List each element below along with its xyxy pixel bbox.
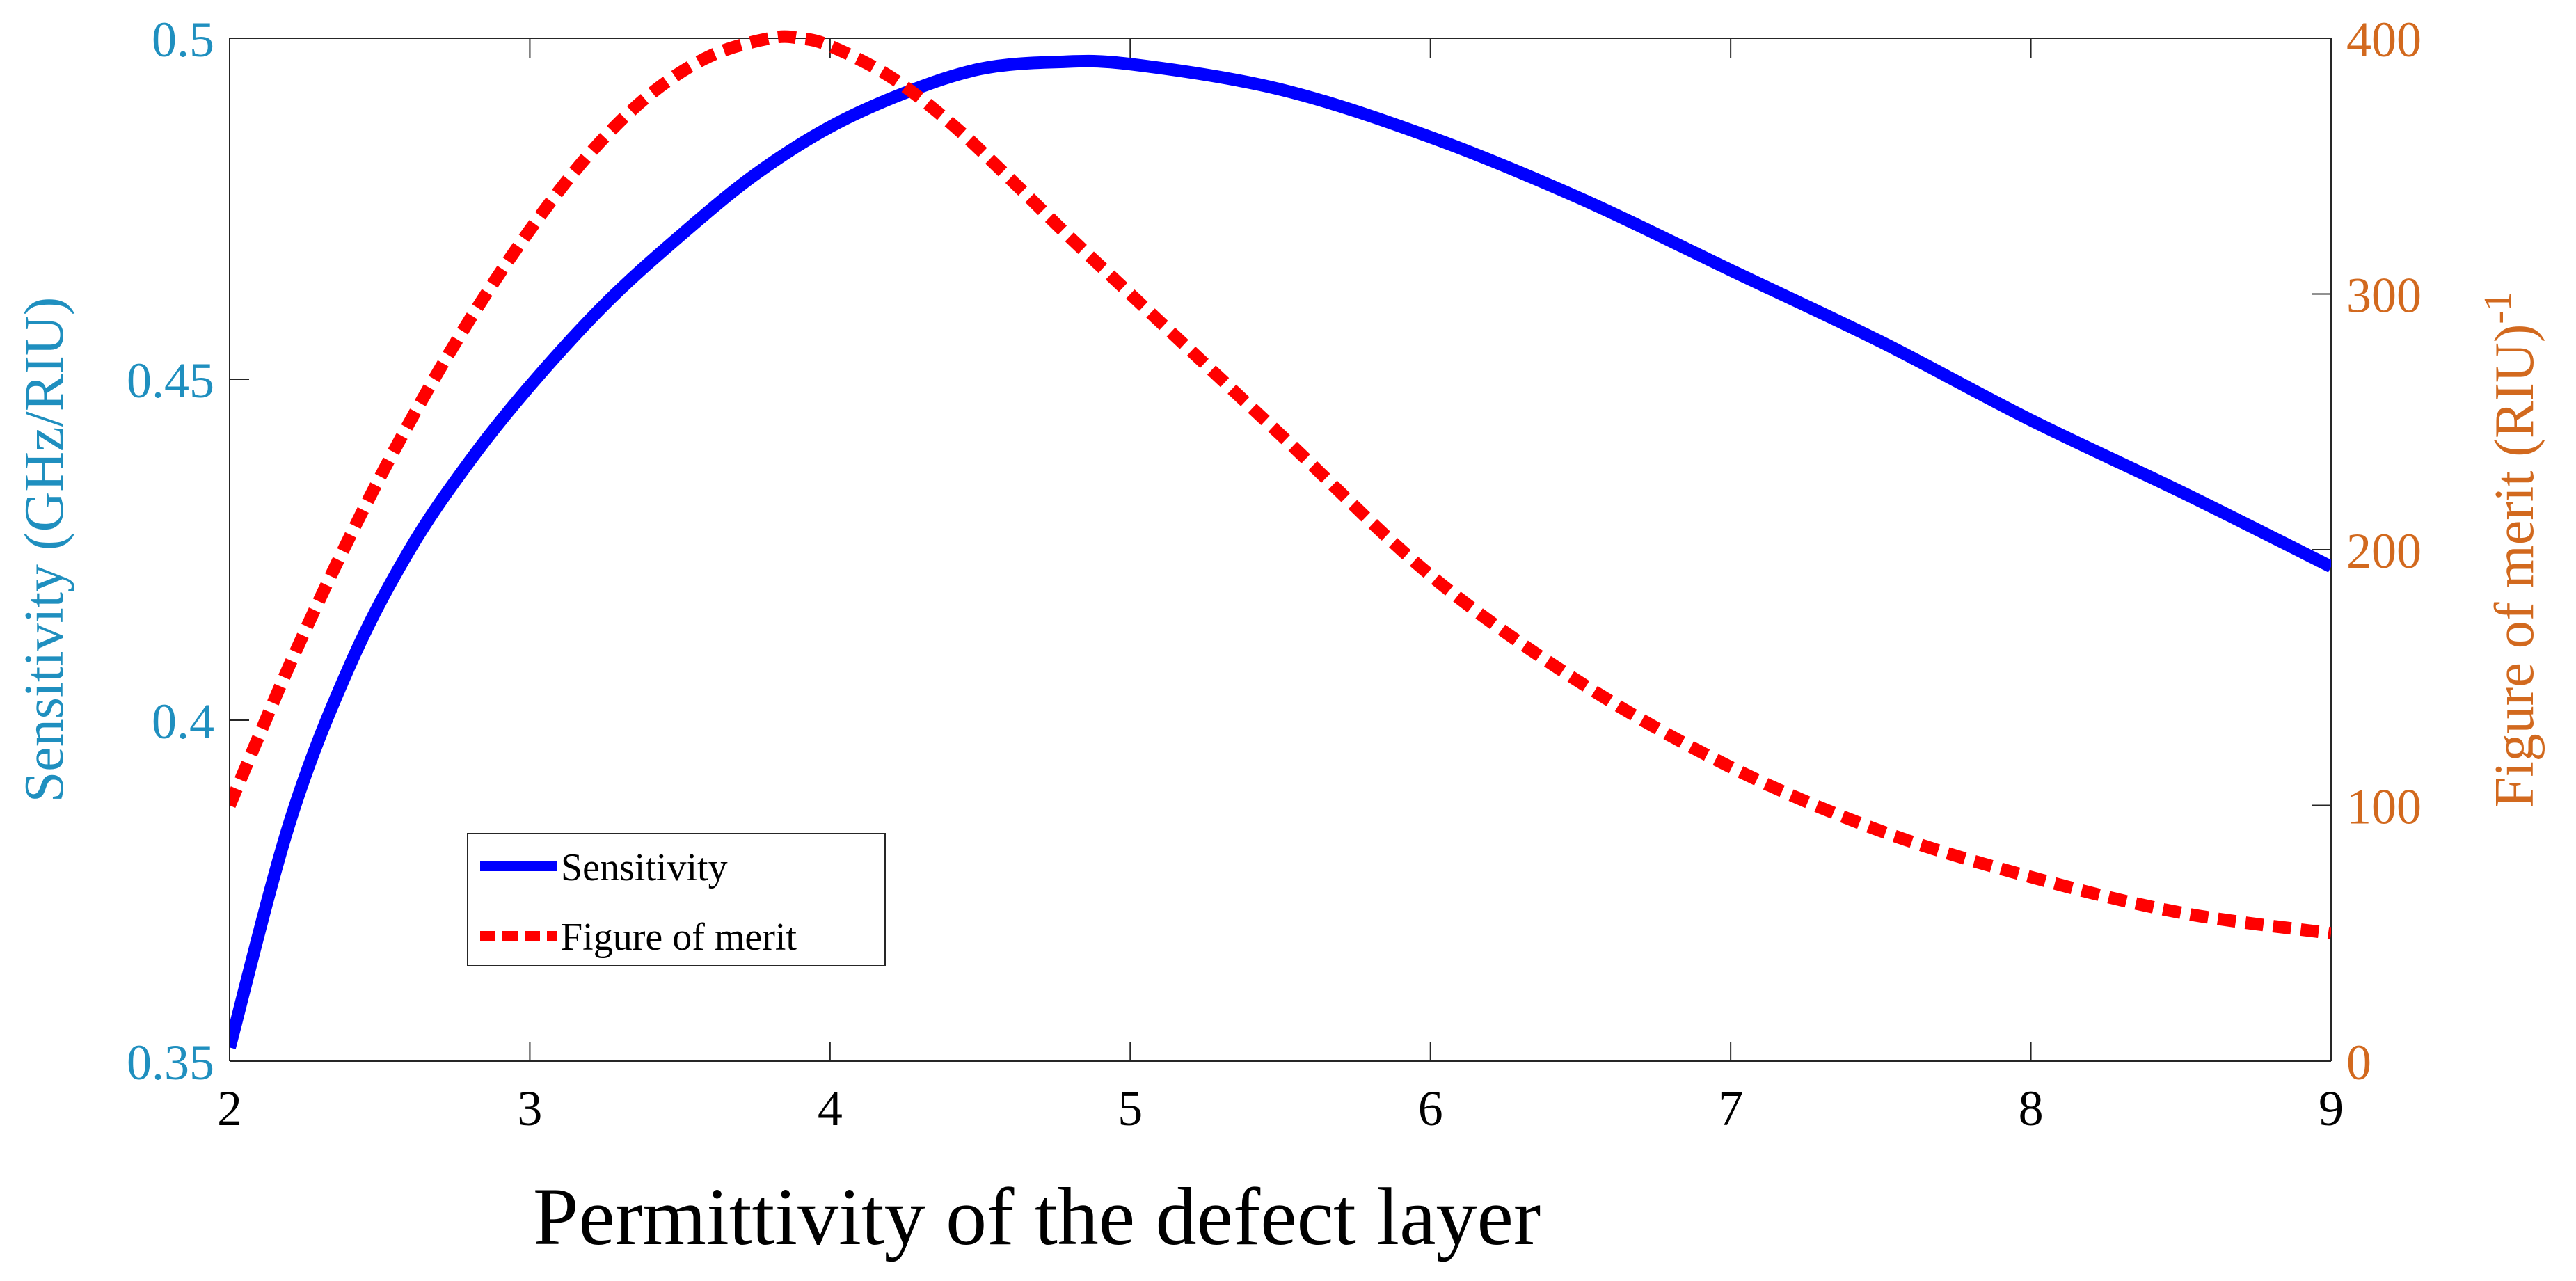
left-tick-label: 0.5 [152,12,214,67]
right-tick-label: 400 [2346,12,2422,67]
x-tick-label: 7 [1718,1081,1743,1136]
legend-figure-of-merit-label: Figure of merit [561,916,797,959]
left-axis-ticks: 0.35 0.4 0.45 0.5 [127,12,249,1090]
x-tick-label: 2 [217,1081,242,1136]
x-axis-label: Permittivity of the defect layer [533,1171,1541,1262]
right-tick-label: 100 [2346,779,2422,835]
left-tick-label: 0.4 [152,694,214,749]
legend-sensitivity-label: Sensitivity [561,846,728,889]
series-figure-of-merit-line [230,30,2331,940]
x-tick-label: 6 [1418,1081,1443,1136]
x-tick-label: 8 [2019,1081,2044,1136]
right-tick-label: 300 [2346,268,2422,324]
right-axis-ticks: 0 100 200 300 400 [2312,12,2422,1090]
right-axis-label-superscript: -1 [2476,292,2520,324]
x-tick-label: 3 [517,1081,542,1136]
left-tick-label: 0.45 [127,353,214,408]
right-axis-label-base: Figure of merit (RIU) [2484,324,2545,808]
right-tick-label: 200 [2346,523,2422,579]
x-tick-label: 9 [2319,1081,2344,1136]
left-axis-label: Sensitivity (GHz/RIU) [14,297,75,803]
left-tick-label: 0.35 [127,1035,214,1090]
right-tick-label: 0 [2346,1035,2371,1090]
legend-box [467,833,886,966]
legend: Sensitivity Figure of merit [467,833,886,966]
x-axis-ticks: 2 3 4 5 6 7 8 9 [217,38,2344,1136]
series-sensitivity-line [230,54,2331,1049]
x-tick-label: 4 [818,1081,843,1136]
right-axis-label: Figure of merit (RIU)-1 [2476,292,2545,808]
x-tick-label: 5 [1118,1081,1143,1136]
